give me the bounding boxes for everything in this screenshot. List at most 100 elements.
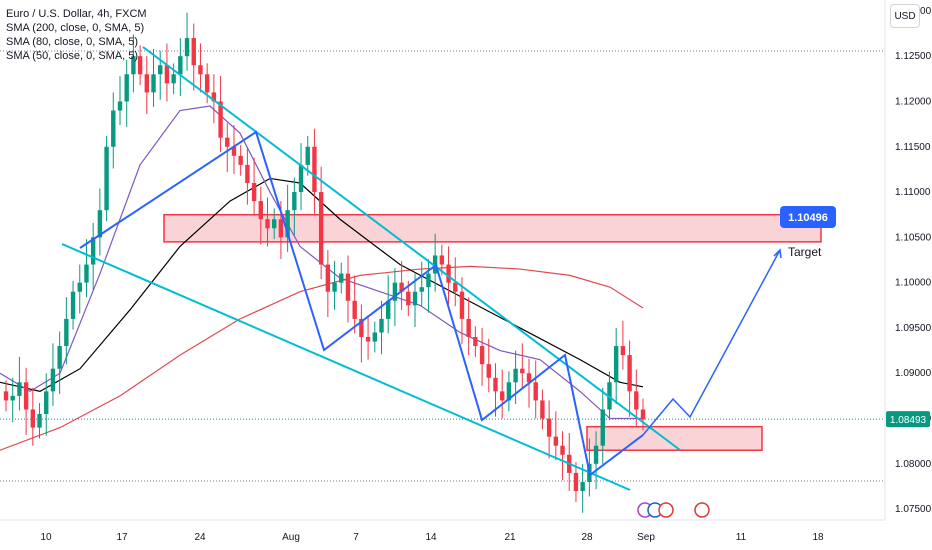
candle-body xyxy=(117,101,123,111)
candle-body xyxy=(97,210,103,238)
candle-body xyxy=(231,146,237,156)
chart-legend: Euro / U.S. Dollar, 4h, FXCM SMA (200, c… xyxy=(6,7,147,63)
supply-demand-zones xyxy=(163,213,822,451)
candle-body xyxy=(3,391,9,401)
candle-body xyxy=(473,337,478,347)
candle-body xyxy=(151,74,156,93)
candle-body xyxy=(479,346,485,365)
price-badges: 1.10496 1.08493 xyxy=(637,206,930,518)
candle-body xyxy=(406,291,411,306)
currency-button[interactable]: USD xyxy=(890,4,920,28)
candle-body xyxy=(144,74,150,93)
last-price-text: 1.08493 xyxy=(890,415,927,426)
candle-body xyxy=(365,337,371,342)
candle-body xyxy=(184,38,190,57)
price-tick-label: 1.10500 xyxy=(895,232,932,243)
candle-body xyxy=(131,56,136,75)
candlesticks xyxy=(3,12,646,513)
candle-body xyxy=(526,373,532,383)
candle-body xyxy=(600,409,605,446)
candle-body xyxy=(627,355,632,392)
candle-body xyxy=(238,155,243,165)
candle-body xyxy=(379,318,384,333)
candle-body xyxy=(17,382,22,396)
candle-body xyxy=(305,146,310,165)
symbol-title[interactable]: Euro / U.S. Dollar, 4h, FXCM xyxy=(6,8,147,20)
candle-body xyxy=(620,346,626,356)
candle-body xyxy=(211,92,217,102)
economic-event-icon xyxy=(658,502,674,518)
price-tick-label: 1.07500 xyxy=(895,504,932,515)
price-tick-label: 1.12000 xyxy=(895,96,932,107)
candle-body xyxy=(352,300,357,319)
candle-body xyxy=(37,414,42,428)
time-tick-label: 14 xyxy=(425,532,437,543)
candle-body xyxy=(580,481,585,492)
indicator-sma-80[interactable]: SMA (80, close, 0, SMA, 5) xyxy=(6,36,139,48)
candle-body xyxy=(399,282,404,292)
time-tick-label: 17 xyxy=(116,532,128,543)
candle-body xyxy=(546,418,552,437)
candle-body xyxy=(50,368,56,392)
candle-body xyxy=(57,346,62,369)
time-tick-label: 28 xyxy=(581,532,593,543)
sma-50-line xyxy=(0,105,643,420)
target-price-badge xyxy=(780,206,836,228)
price-tick-label: 1.10000 xyxy=(895,278,932,289)
candle-body xyxy=(359,318,364,338)
candle-body xyxy=(325,264,331,292)
candle-body xyxy=(104,146,109,211)
candle-body xyxy=(292,192,297,211)
candle-body xyxy=(573,472,579,492)
projected-path-arrowhead xyxy=(773,248,782,259)
candle-body xyxy=(158,65,163,75)
candle-body xyxy=(593,445,599,464)
candle-body xyxy=(171,74,176,84)
candle-body xyxy=(225,137,230,147)
candle-body xyxy=(298,164,304,193)
candle-body xyxy=(218,101,223,138)
indicator-sma-200[interactable]: SMA (200, close, 0, SMA, 5) xyxy=(6,22,145,34)
time-tick-label: 24 xyxy=(194,532,206,543)
candle-body xyxy=(278,219,284,238)
price-tick-label: 1.11500 xyxy=(895,142,931,153)
candle-body xyxy=(285,210,290,238)
candle-body xyxy=(251,182,257,202)
candle-body xyxy=(204,74,210,93)
candle-body xyxy=(345,273,351,301)
target-label: Target xyxy=(788,245,822,259)
projected-path-line xyxy=(642,249,781,436)
time-tick-label: 18 xyxy=(812,532,824,543)
time-tick-label: Aug xyxy=(282,532,300,543)
candle-body xyxy=(446,264,451,283)
trend-lines xyxy=(61,46,681,491)
candle-body xyxy=(466,318,471,338)
candle-body xyxy=(258,201,263,220)
candle-body xyxy=(178,56,183,75)
price-tick-label: 1.11000 xyxy=(895,187,931,198)
candle-body xyxy=(198,65,203,75)
candle-body xyxy=(453,282,458,292)
price-tick-label: 1.09000 xyxy=(895,368,932,379)
candle-body xyxy=(64,318,69,347)
price-axis[interactable]: 1.130001.125001.120001.115001.110001.105… xyxy=(895,6,932,515)
candle-body xyxy=(426,273,431,288)
candle-body xyxy=(111,110,116,147)
candle-body xyxy=(30,409,36,428)
time-axis[interactable]: 10 17 24 Aug 7 14 21 28 Sep 11 18 xyxy=(40,532,824,543)
candle-body xyxy=(486,364,491,378)
candle-body xyxy=(499,391,505,401)
candle-body xyxy=(560,445,565,455)
candle-body xyxy=(412,291,418,306)
candle-body xyxy=(318,192,324,265)
candle-body xyxy=(553,436,559,446)
indicator-sma-50[interactable]: SMA (50, close, 0, SMA, 5) xyxy=(6,50,139,62)
candle-body xyxy=(164,65,170,84)
candle-body xyxy=(272,219,277,229)
candle-body xyxy=(419,287,424,292)
candle-body xyxy=(459,291,465,319)
candle-body xyxy=(634,391,639,410)
price-tick-label: 1.08000 xyxy=(895,459,932,470)
candle-body xyxy=(540,400,545,419)
